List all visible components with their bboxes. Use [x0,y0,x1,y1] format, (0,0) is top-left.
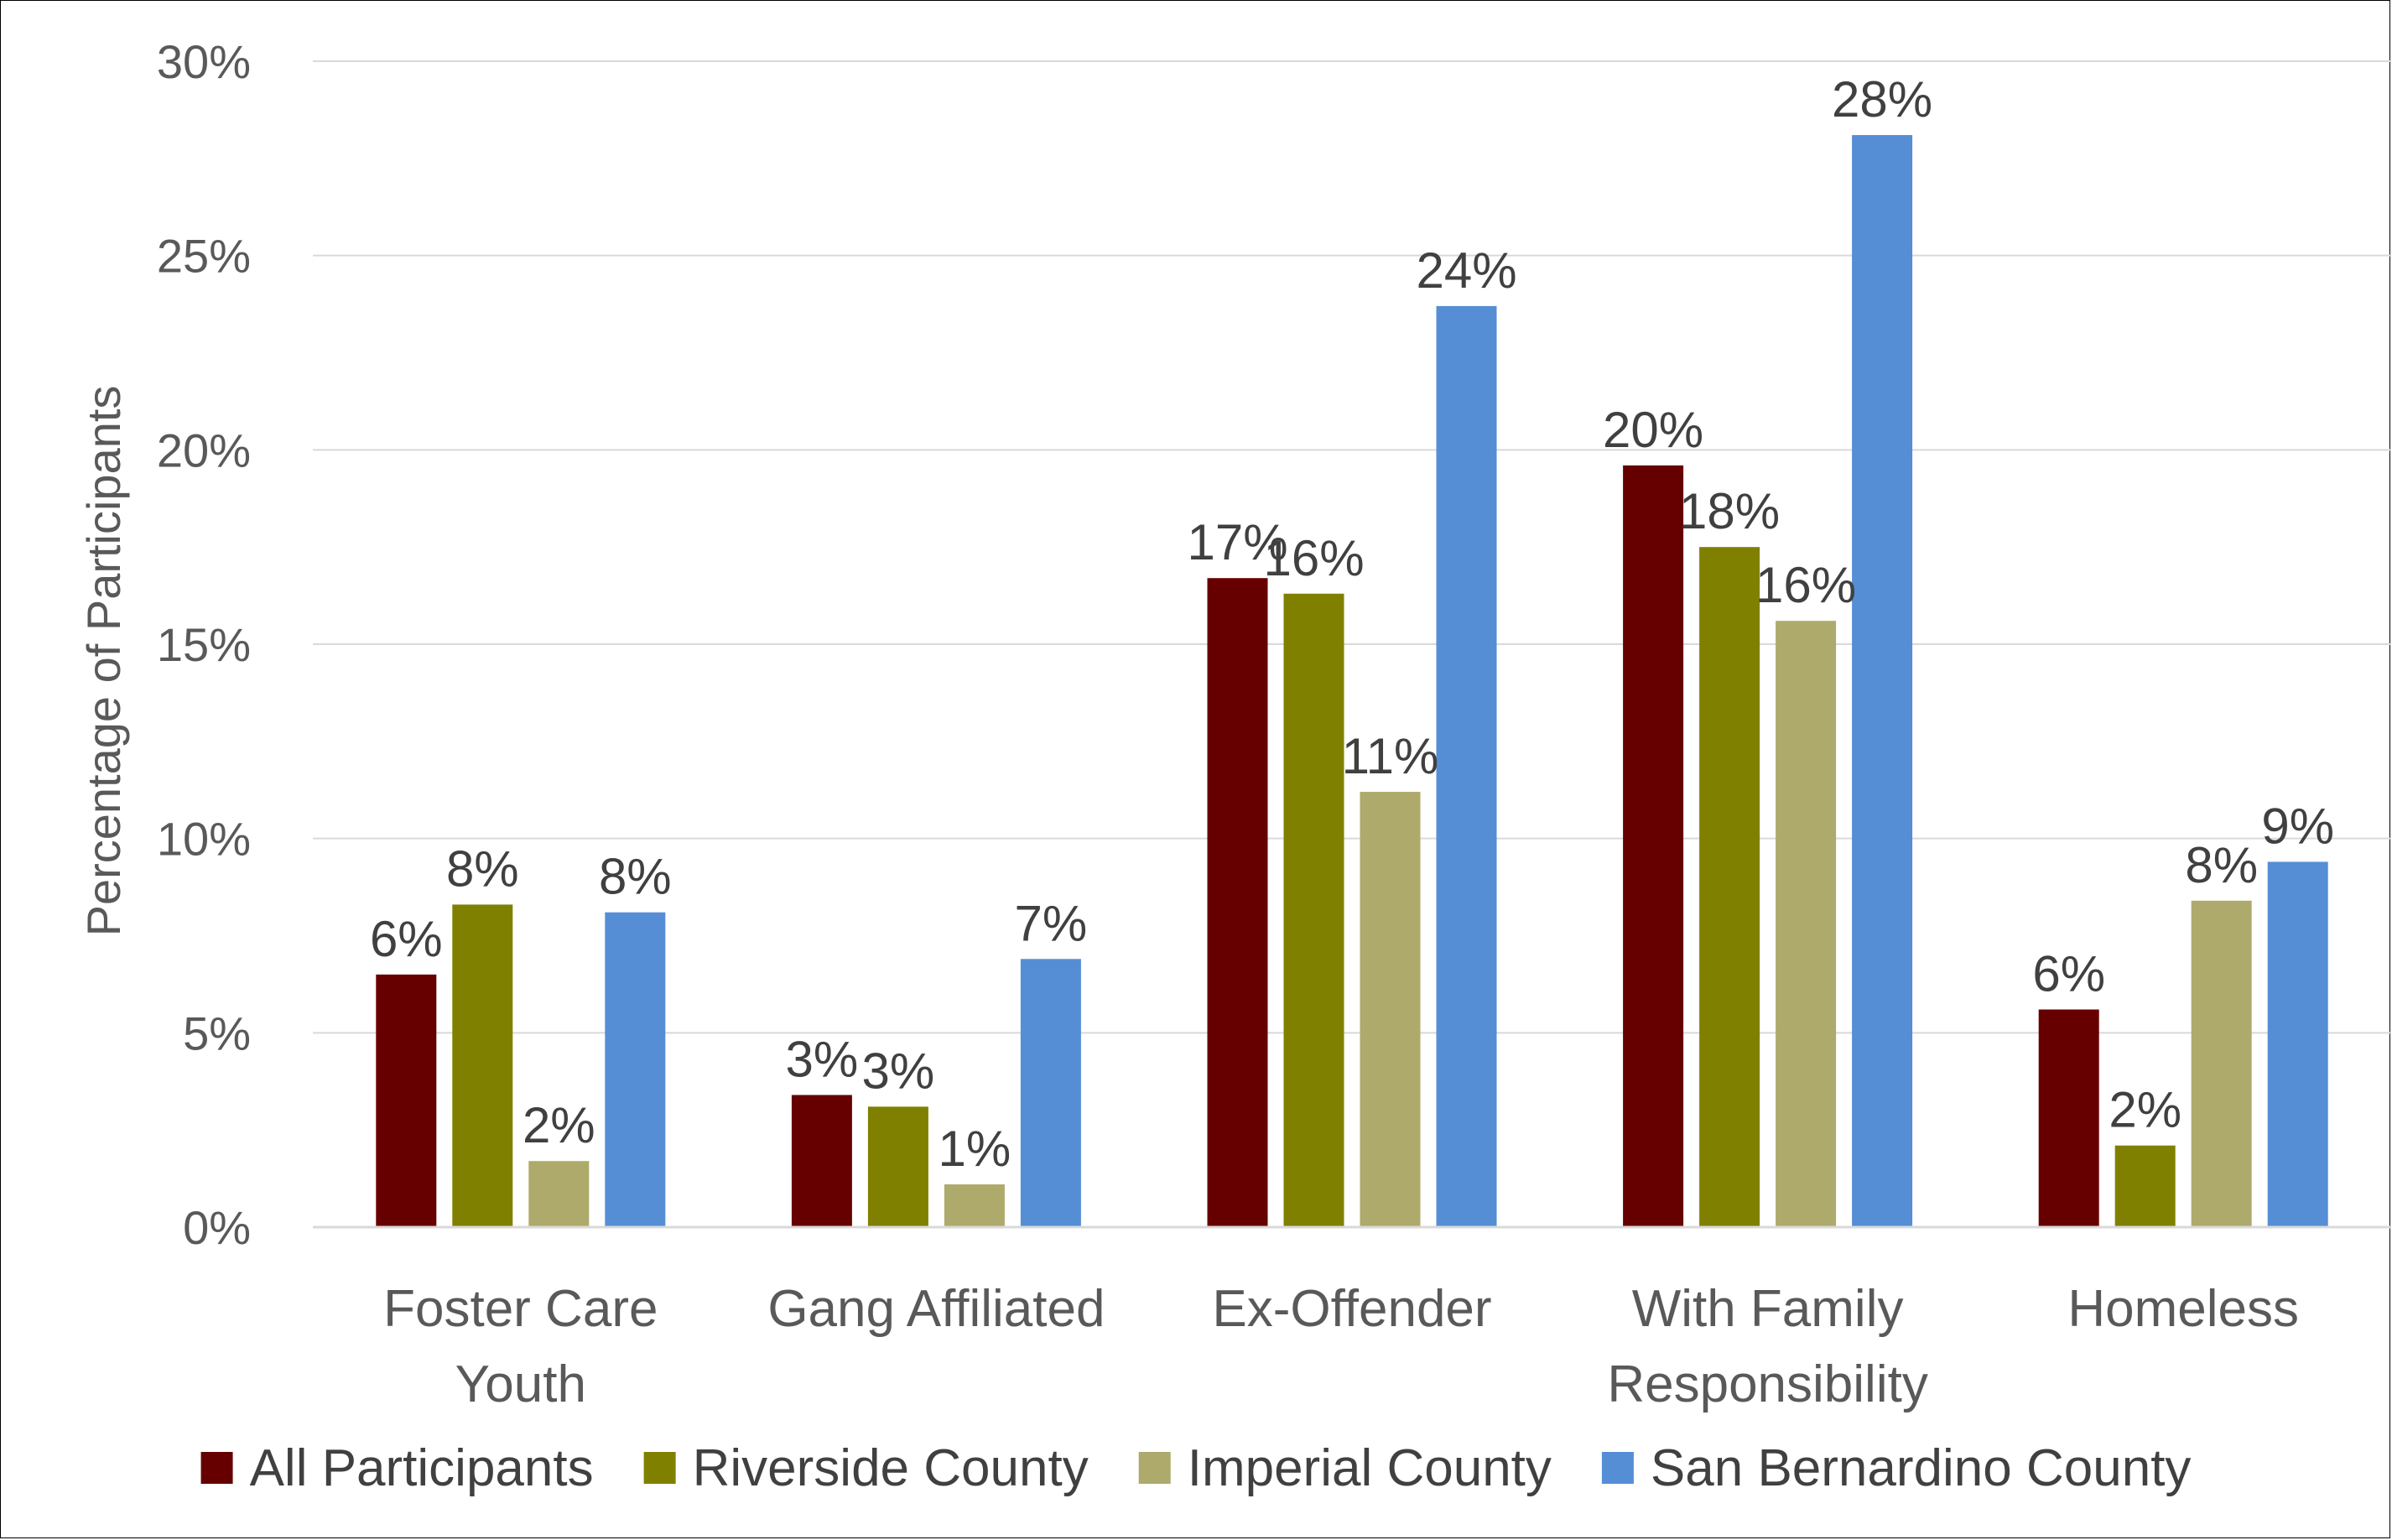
y-axis-title: Percentage of Participants [77,386,130,937]
y-axis-ticks: 0% 5% 10% 15% 20% 25% 30% [157,35,251,1254]
bar-data-label: 8% [599,849,672,905]
bar-data-label: 6% [2032,946,2105,1002]
bar [1699,547,1760,1227]
x-tick-label: Foster Care [383,1280,658,1338]
y-tick-label: 0% [183,1201,251,1254]
bar [1776,621,1837,1227]
x-tick-label: Gang Affiliated [767,1280,1105,1338]
x-tick-label: Youth [455,1355,586,1413]
bar-data-label: 2% [523,1097,595,1153]
bar-data-label: 3% [862,1043,935,1099]
bar [528,1161,590,1227]
bar-data-label: 6% [370,911,443,967]
bar-data-label: 18% [1679,483,1780,539]
y-tick-label: 15% [157,618,251,671]
legend-swatch [1601,1452,1634,1484]
bar [2267,861,2328,1227]
bar-data-label: 8% [2185,837,2258,893]
legend-swatch [643,1452,676,1484]
bar [1283,593,1344,1227]
legend-label: Riverside County [693,1439,1089,1497]
bars [376,135,2328,1228]
bar-data-label: 24% [1416,242,1516,299]
bar-data-label: 8% [446,840,519,897]
x-axis-ticks: Foster Care Youth Gang Affiliated Ex-Offend… [383,1280,2299,1413]
bar [2114,1145,2176,1227]
x-tick-label: Homeless [2067,1280,2299,1338]
legend-label: Imperial County [1188,1439,1552,1497]
bar-data-label: 3% [786,1031,859,1087]
bar [1360,792,1421,1227]
bar [1436,305,1497,1227]
bar [1852,135,1913,1228]
bar [2191,900,2252,1227]
legend-swatch [200,1452,233,1484]
bar-data-label: 11% [1342,728,1439,784]
bar [867,1106,928,1227]
bar [791,1095,852,1227]
bar [605,912,666,1227]
x-tick-label: Responsibility [1607,1355,1928,1413]
bar [2038,1009,2099,1227]
y-tick-label: 25% [157,230,251,283]
y-tick-label: 20% [157,424,251,476]
bar [1020,959,1081,1227]
bar-data-label: 7% [1015,895,1088,951]
y-tick-label: 10% [157,813,251,866]
legend-label: San Bernardino County [1651,1439,2192,1497]
bar-data-label: 1% [939,1121,1011,1177]
bar [376,974,437,1227]
bar-data-label: 9% [2261,798,2334,854]
bar-data-label: 20% [1603,402,1703,458]
x-tick-label: Ex-Offender [1212,1280,1491,1338]
bar-data-label: 28% [1832,71,1932,127]
bar-data-label: 17% [1187,514,1287,570]
x-tick-label: With Family [1632,1280,1904,1338]
legend-label: All Participants [250,1439,594,1497]
bar [1207,578,1268,1227]
y-tick-label: 30% [157,35,251,88]
bar-data-label: 2% [2109,1082,2181,1138]
legend-swatch [1138,1452,1171,1484]
bar [452,904,513,1227]
bar-data-label: 16% [1755,557,1856,613]
y-tick-label: 5% [183,1007,251,1059]
data-labels: 6%8%2%8%3% 3%1%7%17%16%11%24%20%18%16%28%… [370,71,2334,1177]
legend: All Participants Riverside County Imperial… [200,1439,2192,1497]
bar [1623,465,1684,1227]
bar-data-label: 16% [1263,530,1364,586]
bar [944,1184,1005,1227]
